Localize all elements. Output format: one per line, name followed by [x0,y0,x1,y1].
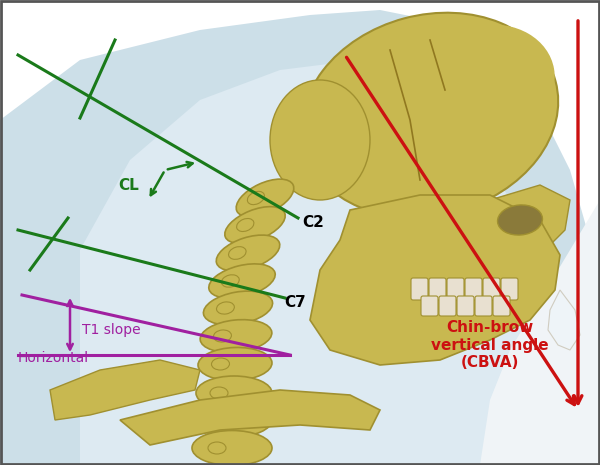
Ellipse shape [425,25,555,135]
Polygon shape [50,360,200,420]
Ellipse shape [236,219,254,232]
Ellipse shape [192,431,272,465]
Ellipse shape [208,442,226,454]
Ellipse shape [198,347,272,380]
Ellipse shape [270,80,370,200]
Ellipse shape [217,302,235,314]
FancyBboxPatch shape [447,278,464,300]
Text: CL: CL [118,178,139,193]
FancyBboxPatch shape [465,278,482,300]
Text: C7: C7 [284,294,306,310]
FancyBboxPatch shape [421,296,438,316]
FancyBboxPatch shape [457,296,474,316]
Polygon shape [548,290,580,350]
Ellipse shape [247,192,265,205]
Text: C2: C2 [302,214,324,230]
Polygon shape [0,10,600,465]
FancyBboxPatch shape [429,278,446,300]
Ellipse shape [214,330,232,342]
Ellipse shape [196,376,272,410]
Ellipse shape [497,205,542,235]
Ellipse shape [229,246,246,259]
Polygon shape [310,195,560,365]
Polygon shape [490,185,570,255]
Polygon shape [80,60,530,465]
Ellipse shape [209,414,227,426]
Ellipse shape [221,275,239,287]
Ellipse shape [211,358,229,370]
Polygon shape [480,0,600,465]
Ellipse shape [200,319,272,352]
Text: Chin-brow
vertical angle
(CBVA): Chin-brow vertical angle (CBVA) [431,320,549,370]
Text: Horizontal: Horizontal [18,351,89,365]
Ellipse shape [209,264,275,298]
FancyBboxPatch shape [439,296,456,316]
Ellipse shape [210,387,228,399]
Ellipse shape [203,291,272,325]
Ellipse shape [216,235,280,271]
Ellipse shape [225,206,285,243]
FancyBboxPatch shape [483,278,500,300]
FancyBboxPatch shape [493,296,510,316]
FancyBboxPatch shape [501,278,518,300]
Text: T1 slope: T1 slope [82,323,140,337]
Polygon shape [120,390,380,445]
Ellipse shape [236,179,294,217]
Ellipse shape [194,403,272,437]
FancyBboxPatch shape [475,296,492,316]
FancyBboxPatch shape [411,278,428,300]
Ellipse shape [302,13,558,217]
